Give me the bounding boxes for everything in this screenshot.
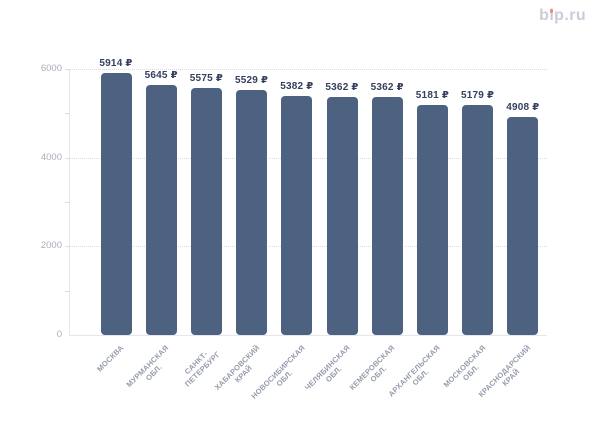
- bar: [462, 105, 494, 335]
- bar-value-label: 5362 ₽: [325, 82, 359, 94]
- y-axis-tick-3000: [65, 202, 70, 203]
- bar-value-label: 5529 ₽: [235, 74, 269, 86]
- y-axis-tick-5000: [65, 113, 70, 115]
- bar: [281, 96, 313, 335]
- y-axis-label-2000: 2000: [40, 240, 62, 252]
- x-axis-category-label: МОСКВА: [95, 343, 126, 374]
- bar-value-label: 5362 ₽: [370, 82, 404, 94]
- x-axis-category-label: МУРМАНСКАЯ ОБЛ.: [125, 343, 171, 390]
- bar: [190, 87, 222, 335]
- bar-value-label: 5914 ₽: [99, 57, 133, 69]
- bar-value-label: 5179 ₽: [461, 90, 495, 102]
- y-axis-tick-2000: [65, 246, 70, 248]
- brand-logo-text: bip.ru: [539, 7, 586, 24]
- y-axis-tick-1000: [65, 290, 70, 292]
- bar: [507, 117, 539, 335]
- bar: [236, 89, 268, 335]
- bar: [100, 72, 132, 335]
- brand-logo: bip.ru: [539, 7, 586, 25]
- gridline-6000: [70, 69, 547, 70]
- y-axis-tick-4000: [65, 157, 70, 159]
- bar-value-label: 5382 ₽: [280, 81, 314, 93]
- bar: [145, 84, 177, 335]
- bar-value-label: 5645 ₽: [144, 69, 178, 81]
- bar-value-label: 4908 ₽: [506, 102, 540, 114]
- y-axis-label-4000: 4000: [40, 151, 62, 163]
- plot-area: 5914 ₽ МОСКВА 5645 ₽ МУРМАНСКАЯ ОБЛ. 5575 ₽ С…: [65, 58, 547, 401]
- bar-value-label: 5575 ₽: [189, 72, 223, 84]
- y-axis-label-0: 0: [56, 329, 62, 340]
- y-axis-label-6000: 6000: [40, 63, 62, 74]
- bar: [371, 97, 403, 335]
- y-axis-tick-6000: [65, 69, 70, 70]
- bar: [416, 105, 448, 335]
- brand-logo-dot: [549, 9, 554, 13]
- bar-value-label: 5181 ₽: [415, 90, 449, 102]
- bar: [326, 97, 358, 335]
- x-axis-category-label: ЧЕЛЯБИНСКАЯ ОБЛ.: [302, 343, 352, 393]
